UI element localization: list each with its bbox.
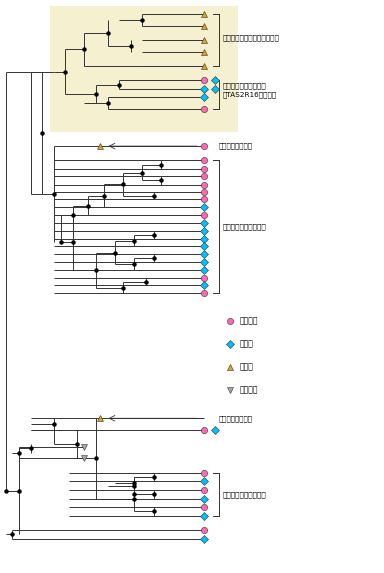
Text: ニワトリ: ニワトリ (240, 385, 258, 394)
Text: 単孔類苦味受容体: 単孔類苦味受容体 (219, 415, 253, 422)
Bar (50, 6, 238, 132)
Text: （TAS2R16を含む）: （TAS2R16を含む） (223, 92, 277, 99)
Text: 単孔類: 単孔類 (240, 362, 254, 371)
Text: 単孔類苦味受容体クラスター: 単孔類苦味受容体クラスター (223, 34, 280, 41)
Text: 単孔類苦味受容体: 単孔類苦味受容体 (219, 143, 253, 150)
Text: 有胎盤類: 有胎盤類 (240, 316, 258, 325)
Text: 胎生哺乳類クラスター: 胎生哺乳類クラスター (223, 83, 266, 89)
Text: 有袋類: 有袋類 (240, 339, 254, 348)
Text: 胎生哺乳類クラスター: 胎生哺乳類クラスター (223, 223, 266, 230)
Text: 胎生哺乳類クラスター: 胎生哺乳類クラスター (223, 491, 266, 497)
